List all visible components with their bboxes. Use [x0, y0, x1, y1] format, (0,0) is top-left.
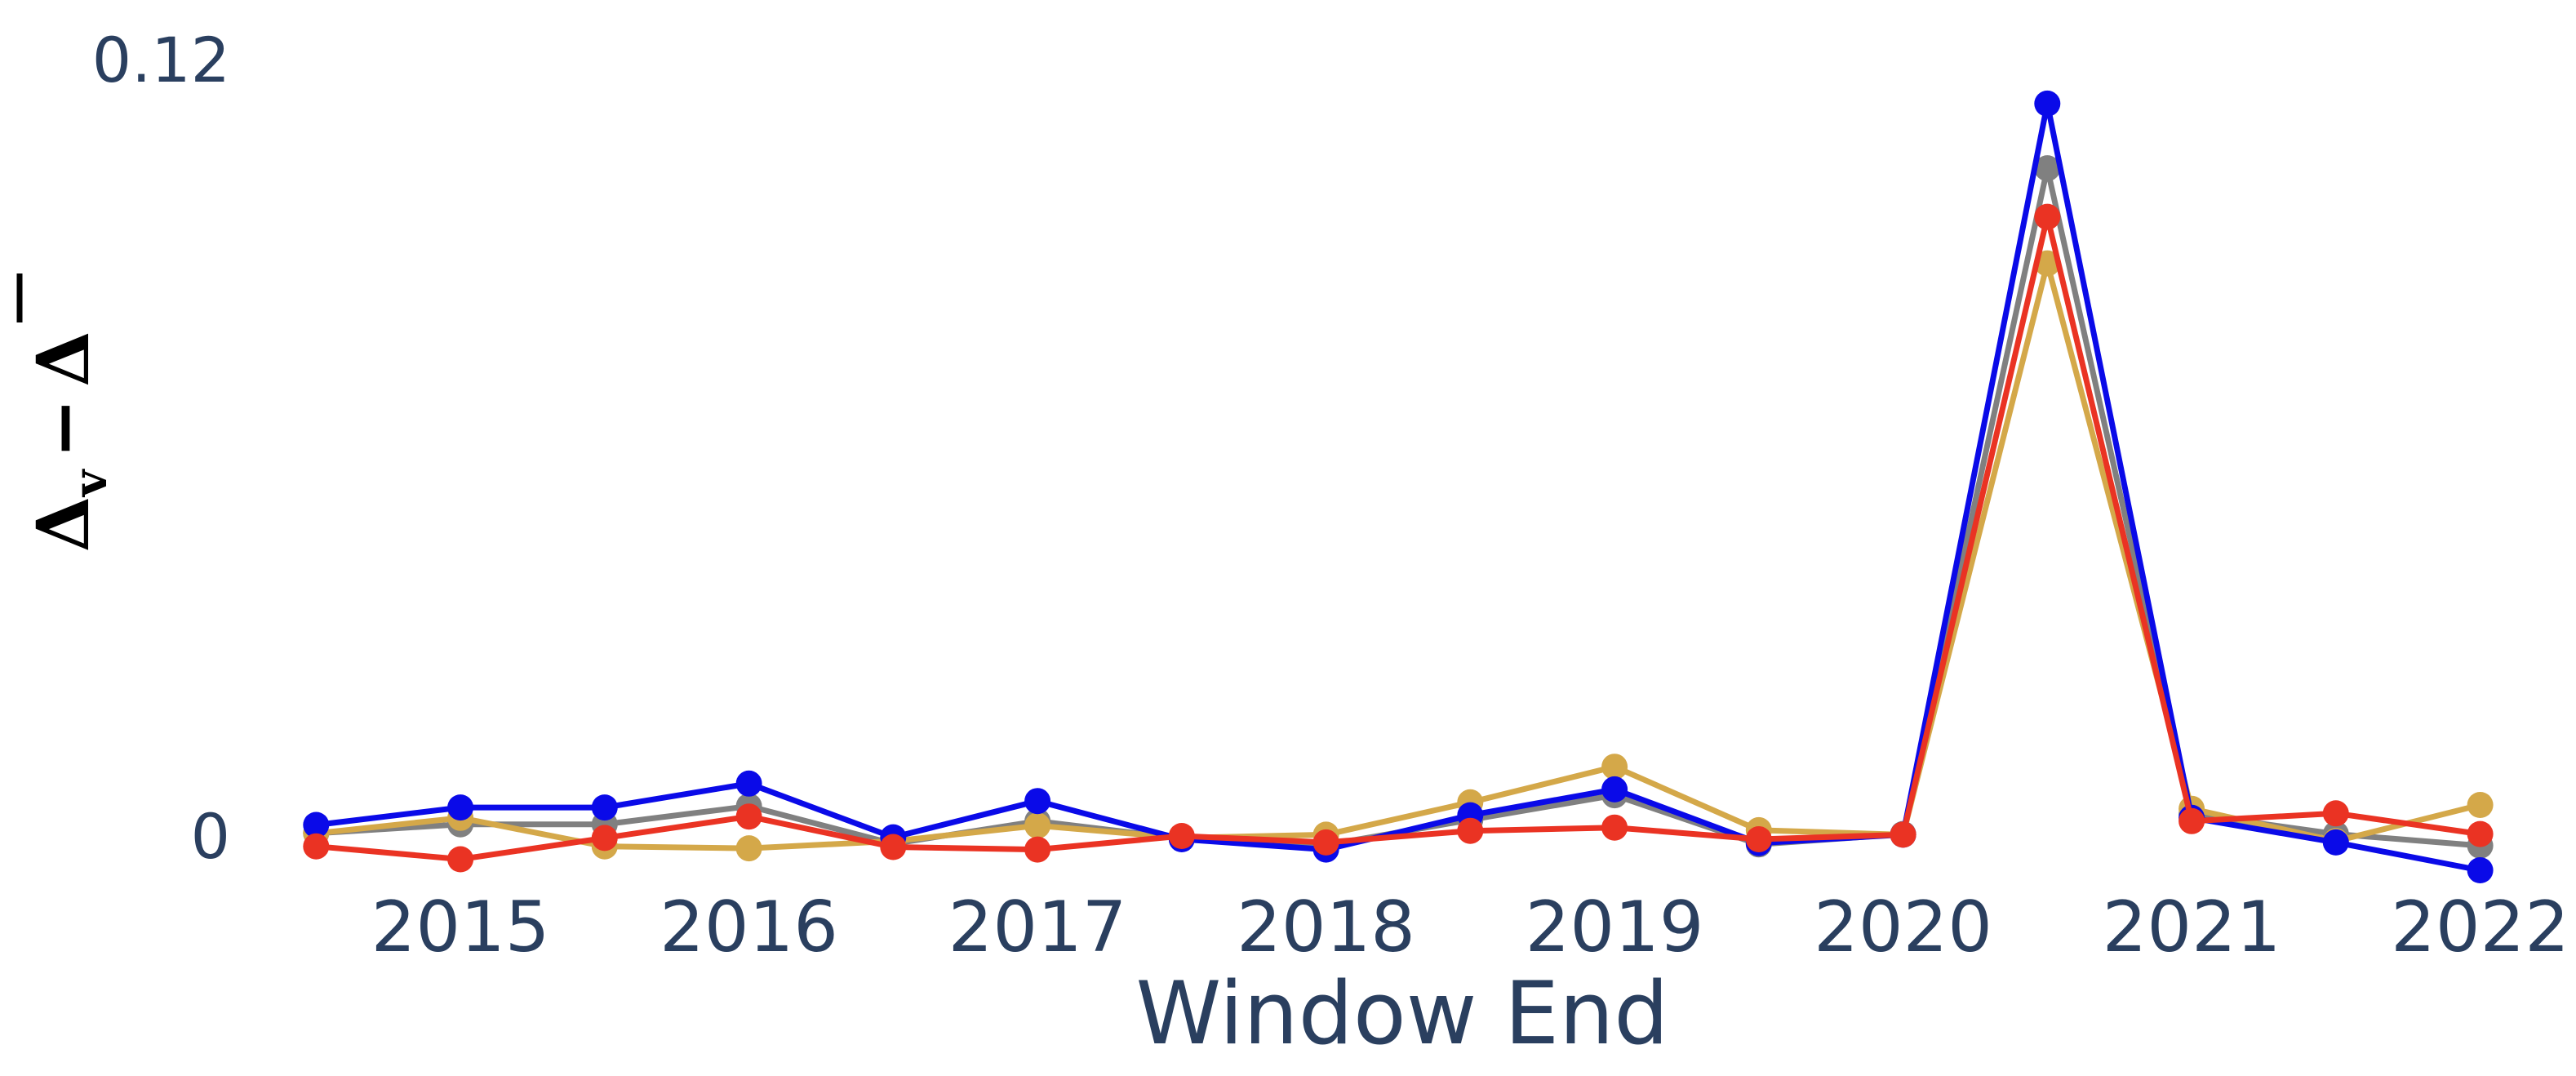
data-point [1024, 788, 1051, 815]
data-point [2322, 829, 2349, 856]
data-point [303, 833, 330, 860]
x-tick-label: 2022 [2391, 887, 2569, 968]
data-point [2467, 792, 2494, 818]
data-point [1312, 829, 1339, 856]
series-0 [303, 155, 2494, 859]
data-point [591, 794, 618, 821]
x-tick-label: 2015 [371, 887, 550, 968]
data-point [1601, 754, 1628, 780]
y-axis-title-minus: − [20, 398, 105, 459]
x-tick-label: 2017 [948, 887, 1127, 968]
x-tick-label: 2018 [1237, 887, 1415, 968]
data-point [2034, 203, 2061, 230]
data-point [2178, 807, 2205, 834]
data-point [447, 846, 474, 873]
data-point [591, 825, 618, 851]
data-point [1601, 776, 1628, 803]
series-1 [303, 250, 2494, 862]
x-axis-title: Window End [1135, 963, 1668, 1064]
y-axis-title-delta: Δ [20, 496, 105, 552]
y-axis-title: Δv − Δ [16, 273, 118, 553]
x-tick-label: 2020 [1814, 887, 1992, 968]
data-point [2034, 90, 2061, 117]
x-tick-labels: 2015 2016 2017 2018 2019 2020 2021 2022 [371, 887, 2569, 968]
data-point [735, 835, 762, 862]
data-point [1457, 817, 1484, 844]
svg-text:Δv−Δ: Δv − Δ [20, 331, 118, 553]
data-point [2322, 800, 2349, 827]
y-axis-title-subscript: v [64, 469, 118, 498]
data-point [880, 834, 907, 860]
x-tick-label: 2019 [1526, 887, 1704, 968]
data-point [1024, 836, 1051, 863]
data-point [303, 811, 330, 838]
series-line [315, 260, 2481, 851]
data-point [1890, 821, 1916, 848]
data-point [447, 794, 474, 821]
data-point [1601, 814, 1628, 841]
data-point [1024, 812, 1051, 839]
series-layer [303, 90, 2494, 883]
series-line [315, 214, 2481, 862]
x-tick-label: 2016 [660, 887, 838, 968]
data-point [735, 803, 762, 830]
data-point [1745, 826, 1772, 852]
series-line [315, 100, 2481, 874]
data-point [2467, 820, 2494, 847]
data-point [2467, 857, 2494, 883]
data-point [735, 770, 762, 797]
x-tick-label: 2021 [2103, 887, 2281, 968]
y-axis-title-delta-bar: Δ [20, 331, 105, 387]
y-tick-label: 0 [191, 800, 230, 873]
data-point [1168, 823, 1195, 849]
y-tick-labels: 00.12 [92, 24, 230, 873]
series-2 [303, 90, 2494, 883]
series-line [316, 165, 2481, 849]
series-3 [303, 203, 2494, 873]
data-point [2034, 155, 2061, 182]
y-tick-label: 0.12 [92, 24, 230, 96]
